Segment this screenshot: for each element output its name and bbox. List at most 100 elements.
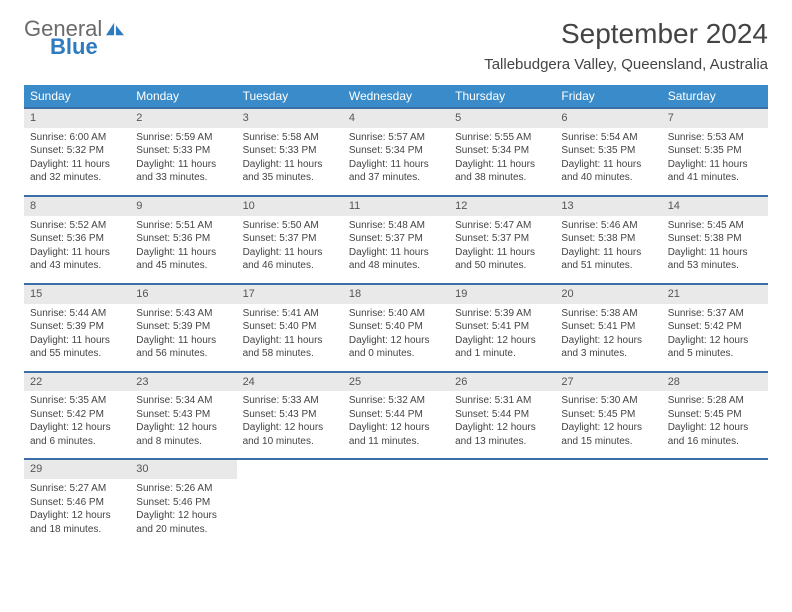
day-number-cell: 13 <box>555 196 661 216</box>
sunrise-line: Sunrise: 5:45 AM <box>668 219 762 233</box>
daylight-line: Daylight: 12 hours and 3 minutes. <box>561 334 655 361</box>
sunrise-line: Sunrise: 5:27 AM <box>30 482 124 496</box>
sunset-line: Sunset: 5:43 PM <box>243 408 337 422</box>
day-number-cell: 26 <box>449 372 555 392</box>
calendar-table: Sunday Monday Tuesday Wednesday Thursday… <box>24 85 768 546</box>
weekday-header-row: Sunday Monday Tuesday Wednesday Thursday… <box>24 85 768 108</box>
day-number-cell <box>555 459 661 479</box>
sunset-line: Sunset: 5:42 PM <box>30 408 124 422</box>
sunrise-line: Sunrise: 5:30 AM <box>561 394 655 408</box>
daylight-line: Daylight: 11 hours and 58 minutes. <box>243 334 337 361</box>
daylight-line: Daylight: 11 hours and 56 minutes. <box>136 334 230 361</box>
day-detail-cell: Sunrise: 5:26 AMSunset: 5:46 PMDaylight:… <box>130 479 236 546</box>
day-detail-cell: Sunrise: 5:44 AMSunset: 5:39 PMDaylight:… <box>24 304 130 372</box>
sunrise-line: Sunrise: 5:50 AM <box>243 219 337 233</box>
day-detail-cell: Sunrise: 5:38 AMSunset: 5:41 PMDaylight:… <box>555 304 661 372</box>
sunrise-line: Sunrise: 5:57 AM <box>349 131 443 145</box>
daynum-row: 2930 <box>24 459 768 479</box>
day-number-cell: 5 <box>449 108 555 128</box>
sunrise-line: Sunrise: 5:44 AM <box>30 307 124 321</box>
day-number-cell: 1 <box>24 108 130 128</box>
daylight-line: Daylight: 12 hours and 8 minutes. <box>136 421 230 448</box>
day-number-cell: 27 <box>555 372 661 392</box>
day-number-cell: 21 <box>662 284 768 304</box>
sunset-line: Sunset: 5:37 PM <box>455 232 549 246</box>
sunset-line: Sunset: 5:32 PM <box>30 144 124 158</box>
sunset-line: Sunset: 5:33 PM <box>243 144 337 158</box>
weekday-header: Friday <box>555 85 661 108</box>
daylight-line: Daylight: 12 hours and 0 minutes. <box>349 334 443 361</box>
daylight-line: Daylight: 12 hours and 5 minutes. <box>668 334 762 361</box>
sunrise-line: Sunrise: 5:51 AM <box>136 219 230 233</box>
sunrise-line: Sunrise: 5:33 AM <box>243 394 337 408</box>
sunrise-line: Sunrise: 5:54 AM <box>561 131 655 145</box>
sunset-line: Sunset: 5:41 PM <box>561 320 655 334</box>
day-number-cell: 12 <box>449 196 555 216</box>
location: Tallebudgera Valley, Queensland, Austral… <box>484 56 768 73</box>
day-number-cell: 24 <box>237 372 343 392</box>
brand-logo: General Blue <box>24 18 124 58</box>
daylight-line: Daylight: 11 hours and 43 minutes. <box>30 246 124 273</box>
day-detail-cell: Sunrise: 5:35 AMSunset: 5:42 PMDaylight:… <box>24 391 130 459</box>
day-detail-cell: Sunrise: 5:58 AMSunset: 5:33 PMDaylight:… <box>237 128 343 196</box>
daylight-line: Daylight: 12 hours and 15 minutes. <box>561 421 655 448</box>
day-detail-cell: Sunrise: 5:37 AMSunset: 5:42 PMDaylight:… <box>662 304 768 372</box>
sunset-line: Sunset: 5:39 PM <box>30 320 124 334</box>
brand-word2: Blue <box>50 36 124 58</box>
sunrise-line: Sunrise: 5:26 AM <box>136 482 230 496</box>
day-number-cell: 8 <box>24 196 130 216</box>
daylight-line: Daylight: 12 hours and 6 minutes. <box>30 421 124 448</box>
daylight-line: Daylight: 11 hours and 53 minutes. <box>668 246 762 273</box>
day-number-cell: 2 <box>130 108 236 128</box>
day-detail-cell: Sunrise: 5:59 AMSunset: 5:33 PMDaylight:… <box>130 128 236 196</box>
day-number-cell: 10 <box>237 196 343 216</box>
daynum-row: 1234567 <box>24 108 768 128</box>
day-number-cell: 23 <box>130 372 236 392</box>
sunrise-line: Sunrise: 5:34 AM <box>136 394 230 408</box>
day-detail-cell: Sunrise: 5:46 AMSunset: 5:38 PMDaylight:… <box>555 216 661 284</box>
sunrise-line: Sunrise: 5:35 AM <box>30 394 124 408</box>
weekday-header: Wednesday <box>343 85 449 108</box>
sunset-line: Sunset: 5:44 PM <box>455 408 549 422</box>
detail-row: Sunrise: 6:00 AMSunset: 5:32 PM Daylight:… <box>24 128 768 196</box>
day-number-cell: 7 <box>662 108 768 128</box>
day-detail-cell: Sunrise: 5:30 AMSunset: 5:45 PMDaylight:… <box>555 391 661 459</box>
daylight-line: Daylight: 11 hours and 48 minutes. <box>349 246 443 273</box>
sunset-line: Sunset: 5:34 PM <box>349 144 443 158</box>
sunset-line: Sunset: 5:35 PM <box>561 144 655 158</box>
day-number-cell: 11 <box>343 196 449 216</box>
header: General Blue September 2024 Tallebudgera… <box>24 18 768 73</box>
day-detail-cell: Sunrise: 5:52 AMSunset: 5:36 PMDaylight:… <box>24 216 130 284</box>
daylight-line: Daylight: 11 hours and 50 minutes. <box>455 246 549 273</box>
daylight-line: Daylight: 11 hours and 37 minutes. <box>349 158 443 185</box>
sunrise-line: Sunrise: 5:28 AM <box>668 394 762 408</box>
daylight-line: Daylight: 12 hours and 16 minutes. <box>668 421 762 448</box>
day-detail-cell: Sunrise: 5:27 AMSunset: 5:46 PMDaylight:… <box>24 479 130 546</box>
daylight-line: Daylight: 11 hours and 40 minutes. <box>561 158 655 185</box>
daylight-line: Daylight: 11 hours and 33 minutes. <box>136 158 230 185</box>
detail-row: Sunrise: 5:27 AMSunset: 5:46 PMDaylight:… <box>24 479 768 546</box>
sunrise-line: Sunrise: 6:00 AM <box>30 131 124 145</box>
sunrise-line: Sunrise: 5:58 AM <box>243 131 337 145</box>
day-number-cell: 4 <box>343 108 449 128</box>
day-detail-cell: Sunrise: 5:33 AMSunset: 5:43 PMDaylight:… <box>237 391 343 459</box>
daylight-line: Daylight: 12 hours and 13 minutes. <box>455 421 549 448</box>
sunset-line: Sunset: 5:36 PM <box>30 232 124 246</box>
sunrise-line: Sunrise: 5:38 AM <box>561 307 655 321</box>
day-number-cell <box>662 459 768 479</box>
weekday-header: Thursday <box>449 85 555 108</box>
detail-row: Sunrise: 5:44 AMSunset: 5:39 PM Daylight:… <box>24 304 768 372</box>
daynum-row: 15161718192021 <box>24 284 768 304</box>
day-number-cell <box>343 459 449 479</box>
day-number-cell: 20 <box>555 284 661 304</box>
day-detail-cell: Sunrise: 5:28 AMSunset: 5:45 PMDaylight:… <box>662 391 768 459</box>
sunset-line: Sunset: 5:46 PM <box>30 496 124 510</box>
day-number-cell: 30 <box>130 459 236 479</box>
day-detail-cell: Sunrise: 5:31 AMSunset: 5:44 PMDaylight:… <box>449 391 555 459</box>
sunrise-line: Sunrise: 5:47 AM <box>455 219 549 233</box>
sunset-line: Sunset: 5:35 PM <box>668 144 762 158</box>
day-detail-cell: Sunrise: 5:39 AMSunset: 5:41 PMDaylight:… <box>449 304 555 372</box>
day-detail-cell: Sunrise: 5:47 AMSunset: 5:37 PMDaylight:… <box>449 216 555 284</box>
daylight-line: Daylight: 11 hours and 35 minutes. <box>243 158 337 185</box>
day-number-cell: 9 <box>130 196 236 216</box>
